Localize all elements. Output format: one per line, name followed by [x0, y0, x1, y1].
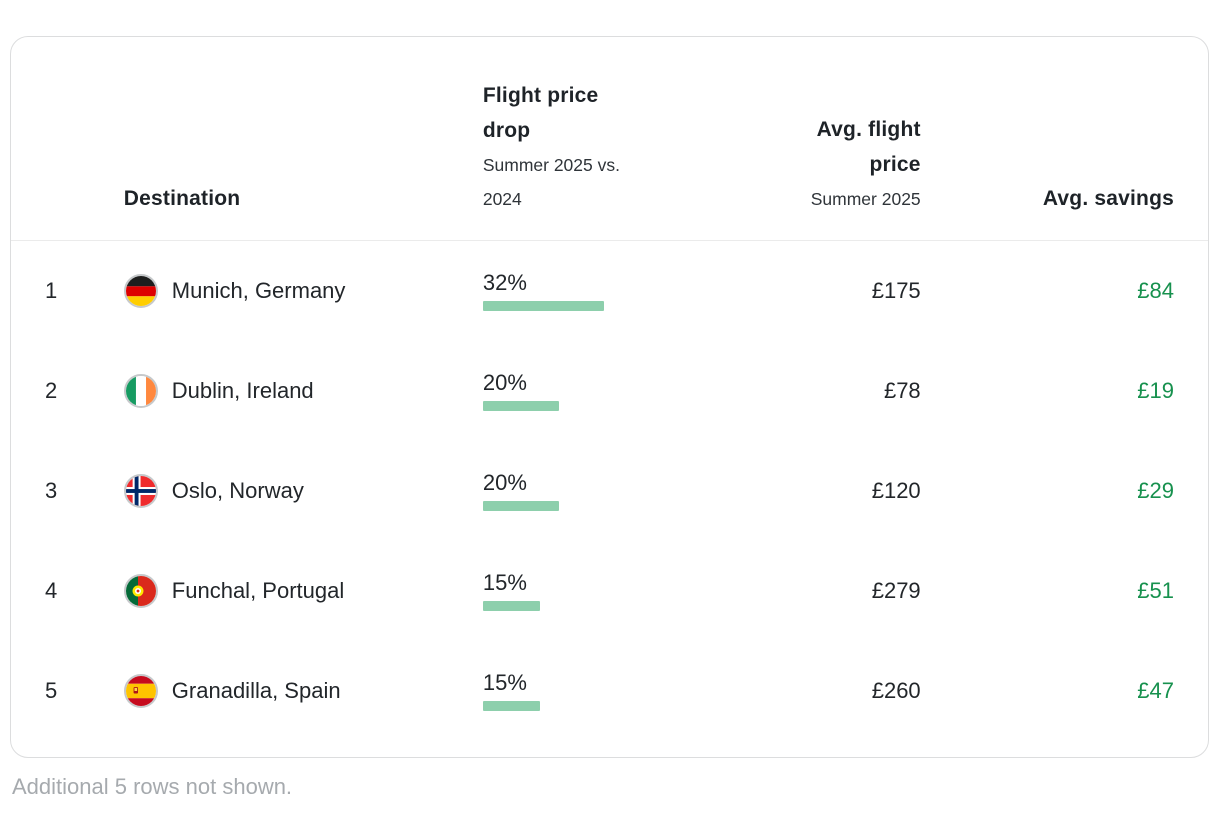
price-drop-cell: 15% — [482, 569, 682, 611]
rank-value: 4 — [45, 578, 58, 603]
price-drop-value: 20% — [482, 469, 527, 495]
price-drop-bar — [482, 500, 559, 511]
table-body: 1 Munich, Germany 32% £175 £84 2 — [11, 241, 1208, 741]
ireland-flag-icon — [123, 374, 158, 408]
destination-column-header: Destination — [124, 181, 483, 216]
destination-cell: Munich, Germany — [123, 274, 483, 308]
price-drop-cell: 32% — [482, 269, 682, 311]
price-drop-bar — [482, 700, 540, 711]
price-drop-bar — [482, 400, 559, 411]
price-drop-cell: 20% — [482, 469, 682, 511]
norway-flag-icon — [123, 474, 158, 508]
additional-rows-note: Additional 5 rows not shown. — [12, 774, 293, 799]
price-drop-column-header: Flight price drop Summer 2025 vs. 2024 — [483, 78, 682, 216]
rank-value: 1 — [45, 278, 58, 303]
price-drop-value: 20% — [482, 369, 527, 395]
spain-flag-icon — [123, 674, 158, 708]
avg-price-column-header: Avg. flight price Summer 2025 — [682, 112, 921, 216]
destination-label: Granadilla, Spain — [171, 678, 341, 703]
avg-price-value: £279 — [871, 578, 921, 603]
destination-header-label: Destination — [123, 187, 241, 210]
price-drop-value: 32% — [482, 269, 527, 295]
germany-flag-icon — [123, 274, 158, 308]
avg-savings-value: £29 — [1137, 478, 1174, 503]
destination-cell: Dublin, Ireland — [123, 374, 483, 408]
avg-savings-header-label: Avg. savings — [1042, 187, 1174, 210]
table-header-row: Destination Flight price drop Summer 202… — [11, 37, 1208, 241]
portugal-flag-icon — [123, 574, 158, 608]
destination-label: Oslo, Norway — [171, 478, 304, 503]
table-row: 3 Oslo, Norway 20% £120 £29 — [11, 441, 1208, 541]
avg-savings-column-header: Avg. savings — [921, 181, 1174, 216]
destination-label: Dublin, Ireland — [171, 378, 314, 403]
avg-price-header-label: Avg. flight price — [816, 118, 921, 176]
avg-price-header-subtitle: Summer 2025 — [810, 189, 921, 209]
avg-price-value: £260 — [871, 678, 921, 703]
destination-cell: Granadilla, Spain — [123, 674, 483, 708]
table-row: 5 Granadilla, Spain 15% £260 £47 — [11, 641, 1208, 741]
rank-value: 2 — [45, 378, 58, 403]
table-row: 2 Dublin, Ireland 20% £78 £19 — [11, 341, 1208, 441]
price-drop-header-label: Flight price drop — [482, 84, 599, 142]
price-drop-table-card: Destination Flight price drop Summer 202… — [10, 36, 1209, 758]
destination-label: Munich, Germany — [171, 278, 346, 303]
avg-price-value: £175 — [871, 278, 921, 303]
table-row: 1 Munich, Germany 32% £175 £84 — [11, 241, 1208, 341]
avg-price-value: £78 — [883, 378, 921, 403]
price-drop-bar — [482, 300, 604, 311]
avg-price-value: £120 — [871, 478, 921, 503]
table-row: 4 Funchal, Portugal 15% £279 £51 — [11, 541, 1208, 641]
price-drop-header-subtitle: Summer 2025 vs. 2024 — [482, 155, 620, 209]
destination-cell: Funchal, Portugal — [123, 574, 483, 608]
price-drop-value: 15% — [482, 569, 527, 595]
price-drop-cell: 15% — [482, 669, 682, 711]
rank-value: 3 — [45, 478, 58, 503]
destination-cell: Oslo, Norway — [123, 474, 483, 508]
destination-label: Funchal, Portugal — [171, 578, 345, 603]
rank-value: 5 — [45, 678, 58, 703]
price-drop-bar — [482, 600, 540, 611]
avg-savings-value: £84 — [1137, 278, 1174, 303]
price-drop-value: 15% — [482, 669, 527, 695]
avg-savings-value: £47 — [1137, 678, 1174, 703]
avg-savings-value: £51 — [1137, 578, 1174, 603]
avg-savings-value: £19 — [1137, 378, 1174, 403]
price-drop-cell: 20% — [482, 369, 682, 411]
